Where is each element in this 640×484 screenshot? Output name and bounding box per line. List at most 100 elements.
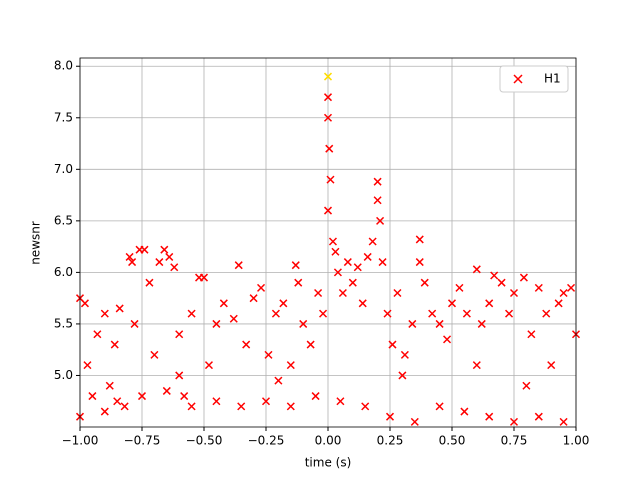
point [353, 263, 362, 272]
point [358, 299, 367, 308]
point [522, 381, 531, 390]
point [462, 309, 471, 318]
point [115, 304, 124, 313]
point [140, 245, 149, 254]
point [323, 93, 333, 102]
point [388, 340, 397, 349]
point [331, 247, 340, 256]
y-tick-label: 6.0 [54, 265, 73, 279]
point [393, 288, 402, 298]
y-tick-label: 7.5 [54, 110, 73, 124]
point [187, 402, 196, 411]
x-tick-label: 1.00 [563, 434, 590, 448]
point [328, 237, 337, 246]
point [472, 265, 481, 274]
point [137, 392, 147, 401]
point [113, 397, 122, 406]
point [376, 216, 385, 225]
y-tick-label: 7.0 [54, 162, 73, 176]
point [485, 412, 494, 421]
point [242, 340, 251, 349]
point [93, 330, 102, 339]
plot-frame [79, 57, 577, 428]
point [373, 177, 382, 186]
point [343, 258, 352, 267]
point [219, 299, 228, 308]
point [415, 235, 424, 244]
x-tick-label: −0.50 [186, 434, 223, 448]
point [428, 309, 437, 318]
x-tick-label: 0.75 [501, 434, 528, 448]
point [348, 278, 357, 287]
point [323, 113, 333, 122]
point [80, 299, 89, 308]
point [261, 397, 271, 406]
point [286, 402, 295, 411]
point [385, 412, 395, 421]
point [326, 175, 335, 184]
point [264, 350, 273, 359]
point [279, 299, 288, 308]
point [286, 361, 295, 370]
point [408, 319, 417, 328]
point [361, 402, 370, 411]
point [150, 350, 159, 359]
point [110, 340, 119, 349]
point [257, 283, 266, 292]
point [271, 309, 280, 318]
point [323, 72, 333, 81]
point [547, 361, 556, 370]
point [204, 361, 213, 370]
point [323, 206, 333, 215]
point [490, 271, 499, 280]
point [542, 309, 551, 318]
point [125, 252, 134, 261]
point [336, 397, 345, 406]
x-tick-label: 0.25 [377, 434, 404, 448]
y-tick-label: 5.0 [54, 368, 73, 382]
point [175, 371, 184, 380]
point [435, 402, 444, 411]
point [420, 278, 429, 287]
x-tick-label: −0.75 [124, 434, 161, 448]
point [274, 376, 283, 385]
point [559, 417, 568, 426]
point [100, 309, 109, 318]
point [160, 245, 169, 254]
y-axis-label: newsnr [29, 221, 43, 265]
point [229, 314, 238, 323]
x-tick-label: 0.50 [439, 434, 466, 448]
point [455, 283, 464, 292]
point [311, 392, 320, 401]
point [460, 407, 469, 416]
legend-label: H1 [544, 72, 561, 86]
x-axis-label: time (s) [305, 456, 352, 470]
point [120, 402, 129, 411]
point [212, 319, 221, 328]
point [165, 252, 174, 261]
x-tick-label: −1.00 [62, 434, 99, 448]
point [443, 335, 452, 344]
point [187, 309, 196, 318]
point [333, 268, 342, 277]
x-tick-label: 0.00 [315, 434, 342, 448]
legend-marker [513, 74, 523, 84]
point [519, 273, 528, 282]
point [415, 258, 424, 267]
point [325, 144, 334, 153]
point [534, 283, 543, 292]
point [234, 261, 243, 270]
point [497, 278, 506, 287]
point [554, 299, 563, 308]
point [368, 237, 377, 246]
point [559, 288, 568, 298]
point [105, 381, 114, 390]
point [373, 196, 382, 205]
point [175, 330, 184, 339]
point [128, 258, 137, 267]
point [410, 417, 419, 426]
point [383, 309, 392, 318]
point [291, 261, 300, 270]
point [170, 263, 179, 272]
